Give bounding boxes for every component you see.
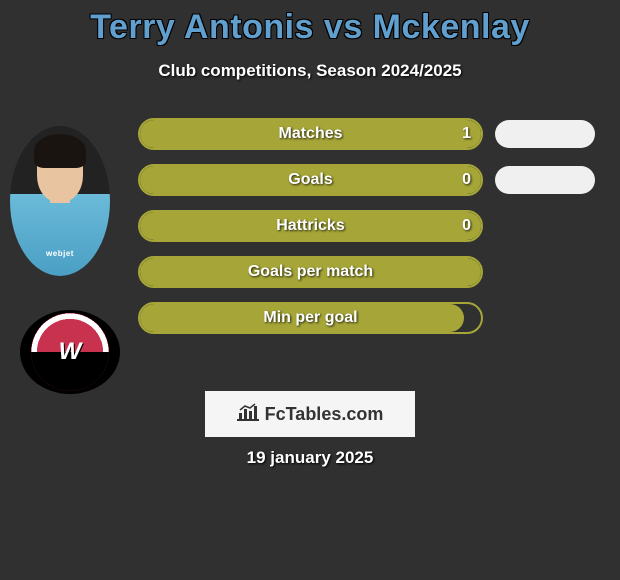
- stat-label: Matches: [140, 125, 481, 143]
- stat-bar: Min per goal: [138, 302, 483, 334]
- date-text: 19 january 2025: [0, 448, 620, 468]
- stat-row: Goals per match: [138, 256, 600, 288]
- stat-row: Goals0: [138, 164, 600, 196]
- footer-logo: FcTables.com: [205, 391, 415, 437]
- opponent-pill: [495, 120, 595, 148]
- stat-row: Hattricks0: [138, 210, 600, 242]
- stat-value: 0: [462, 171, 471, 189]
- stat-value: 0: [462, 217, 471, 235]
- hair: [34, 134, 86, 168]
- stats-area: webjet W Matches1Goals0Hattricks0Goals p…: [0, 118, 620, 348]
- stat-row: Min per goal: [138, 302, 600, 334]
- subtitle: Club competitions, Season 2024/2025: [0, 61, 620, 81]
- player-photo-left: webjet: [10, 126, 110, 276]
- photo-placeholder: webjet: [10, 126, 110, 276]
- stat-bar: Goals0: [138, 164, 483, 196]
- stat-bar: Hattricks0: [138, 210, 483, 242]
- team-badge: W: [20, 310, 120, 394]
- stat-label: Goals per match: [140, 263, 481, 281]
- footer-brand-text: FcTables.com: [265, 404, 384, 425]
- page-title: Terry Antonis vs Mckenlay: [0, 0, 620, 47]
- badge-inner: W: [31, 313, 109, 391]
- opponent-pill: [495, 166, 595, 194]
- chart-icon: [237, 403, 259, 426]
- stat-rows: Matches1Goals0Hattricks0Goals per matchM…: [138, 118, 600, 334]
- stat-value: 1: [462, 125, 471, 143]
- jersey: [10, 194, 110, 277]
- badge-letter: W: [59, 338, 82, 366]
- stat-label: Hattricks: [140, 217, 481, 235]
- stat-bar: Goals per match: [138, 256, 483, 288]
- stat-bar: Matches1: [138, 118, 483, 150]
- stat-label: Goals: [140, 171, 481, 189]
- jersey-text: webjet: [10, 249, 110, 258]
- stat-row: Matches1: [138, 118, 600, 150]
- stat-label: Min per goal: [140, 309, 481, 327]
